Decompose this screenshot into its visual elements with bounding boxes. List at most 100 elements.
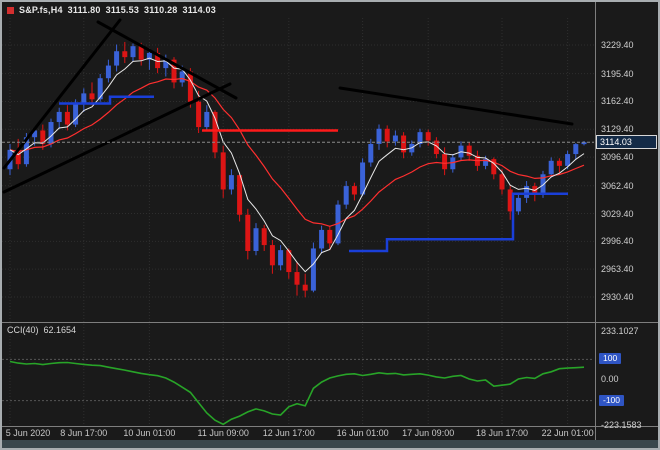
candle-body (351, 186, 357, 195)
candle-body (89, 93, 95, 100)
candle-body (376, 128, 382, 144)
candle-body (237, 175, 243, 215)
time-axis-label: 16 Jun 01:00 (336, 428, 389, 438)
cci-level-label: 100 (599, 353, 622, 365)
candle-body (204, 111, 210, 128)
price-axis[interactable]: 3229.40 3195.40 3162.40 3129.40 3096.40 3062.… (596, 2, 658, 322)
candle-body (442, 154, 448, 170)
cci-indicator-line (9, 360, 585, 426)
ohlc-high: 3115.53 (105, 5, 140, 15)
candle-body (483, 159, 489, 166)
candle-body (114, 51, 120, 66)
cci-level-label: -100 (599, 394, 625, 406)
price-axis-label: 3195.40 (601, 68, 634, 79)
candle-body (269, 245, 275, 266)
candle-body (507, 189, 513, 212)
candle-body (565, 154, 571, 166)
trendline (96, 20, 238, 100)
cci-axis-label: 0.00 (601, 374, 619, 385)
time-axis-label: 8 Jun 17:00 (60, 428, 108, 438)
time-axis[interactable]: 5 Jun 2020 8 Jun 17:00 10 Jun 01:00 11 Jun … (2, 426, 596, 440)
ma-fast-line (9, 57, 585, 273)
candle-body (556, 160, 562, 166)
trendline (2, 18, 122, 170)
time-axis-label: 10 Jun 01:00 (123, 428, 176, 438)
candle-body (384, 128, 390, 142)
time-axis-label: 22 Jun 01:00 (541, 428, 594, 438)
chart-title: S&P.fs,H4 3111.80 3115.53 3110.28 3114.0… (7, 5, 216, 15)
price-axis-label: 3096.40 (601, 152, 634, 163)
trendline (338, 86, 574, 126)
candle-body (286, 250, 292, 273)
candle-body (155, 52, 161, 69)
candle-body (294, 272, 300, 285)
cci-axis[interactable]: 233.1027 100 0.00 -100 -223.1583 (596, 322, 658, 440)
support-step-line (59, 95, 154, 105)
support-step-line (349, 192, 568, 253)
candle-body (417, 132, 423, 144)
candle-body (327, 229, 333, 244)
price-axis-label: 2930.40 (601, 291, 634, 302)
time-axis-label: 12 Jun 17:00 (262, 428, 315, 438)
candle-body (319, 229, 325, 249)
candle-body (97, 78, 103, 100)
cci-name: CCI(40) (7, 325, 39, 335)
candle-body (433, 140, 439, 155)
candle-body (573, 144, 579, 155)
price-axis-label: 3129.40 (601, 124, 634, 135)
candle-body (581, 142, 587, 145)
cci-indicator-label: CCI(40) 62.1654 (7, 325, 76, 335)
candle-body (196, 101, 202, 128)
candle-body (245, 214, 251, 251)
candle-body (392, 135, 398, 142)
bottom-strip (2, 440, 658, 448)
candle-body (401, 135, 407, 153)
candle-body (81, 93, 87, 104)
candle-body (524, 186, 530, 198)
price-axis-label: 2963.40 (601, 264, 634, 275)
candle-body (278, 250, 284, 266)
symbol-label: S&P.fs,H4 (19, 5, 63, 15)
candle-body (40, 130, 46, 144)
candle-body (56, 111, 62, 123)
candle-body (253, 228, 259, 251)
candle-body (548, 160, 554, 175)
candle-body (146, 52, 152, 60)
price-axis-label: 3029.40 (601, 208, 634, 219)
candle-body (179, 71, 185, 83)
candle-body (48, 122, 54, 144)
candle-body (343, 186, 349, 205)
candle-body (450, 157, 456, 170)
candle-body (187, 71, 193, 102)
ohlc-close: 3114.03 (182, 5, 216, 15)
candle-body (368, 143, 374, 163)
candle-body (302, 284, 308, 291)
price-axis-label: 3229.40 (601, 40, 634, 50)
candle-body (163, 59, 169, 69)
candle-body (105, 65, 111, 79)
ohlc-low: 3110.28 (144, 5, 178, 15)
candle-body (491, 159, 497, 175)
candle-body (515, 197, 521, 212)
ohlc-open: 3111.80 (67, 5, 101, 15)
candle-body (122, 51, 128, 58)
time-axis-label: 18 Jun 17:00 (475, 428, 529, 438)
candle-body (171, 59, 177, 83)
candle-body (220, 152, 226, 190)
candle-body (360, 162, 366, 195)
cci-value: 62.1654 (43, 325, 77, 335)
price-axis-label: 3162.40 (601, 96, 634, 107)
symbol-icon (7, 6, 14, 14)
time-axis-label: 11 Jun 09:00 (197, 428, 249, 438)
candle-body (425, 132, 431, 141)
candle-body (73, 103, 79, 125)
cci-axis-label: 233.1027 (601, 326, 639, 336)
price-axis-label: 3062.40 (601, 180, 634, 191)
ma-slow-line (9, 77, 585, 227)
cci-axis-label: -223.1583 (601, 419, 642, 430)
time-axis-label: 17 Jun 09:00 (402, 428, 455, 438)
candle-body (499, 174, 505, 190)
current-price-tag: 3114.03 (596, 135, 657, 150)
